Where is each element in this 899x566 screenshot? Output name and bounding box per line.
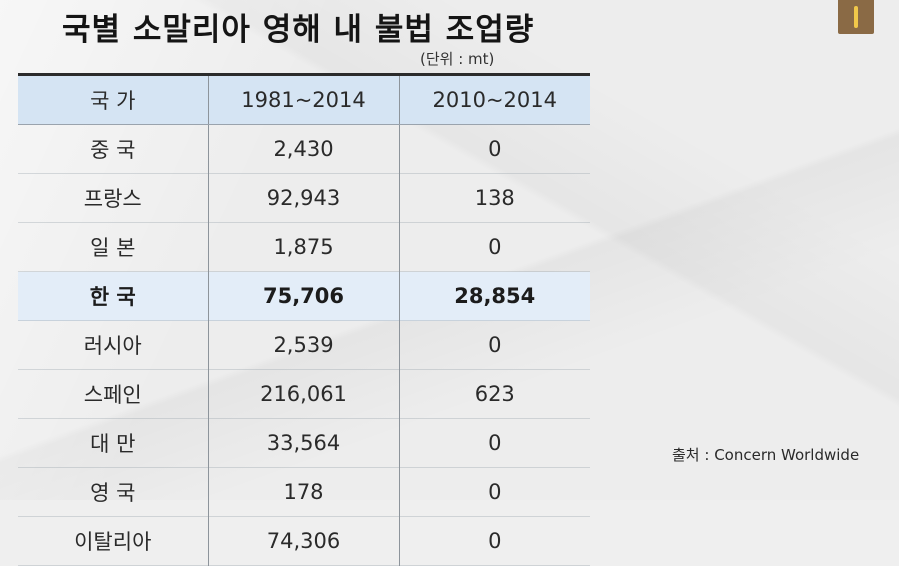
page-title: 국별 소말리아 영해 내 불법 조업량: [62, 12, 535, 48]
header-period-2010-2014: 2010~2014: [398, 76, 590, 125]
country-cell: 러시아: [83, 334, 142, 358]
header-country: 국 가: [18, 76, 208, 125]
value-2010-2014-cell: 0: [398, 222, 590, 272]
value-2010-2014-cell: 0: [398, 516, 590, 566]
header-period-1981-2014: 1981~2014: [207, 76, 399, 125]
table-row: 영 국 178 0: [18, 467, 590, 517]
fishing-data-table: 국 가 1981~2014 2010~2014 중 국 2,430 0 프랑스 92,9…: [18, 76, 590, 566]
value-1981-2014-cell: 92,943: [207, 173, 399, 223]
table-row: 대 만 33,564 0: [18, 418, 590, 468]
country-cell: 일 본: [90, 236, 136, 260]
value-2010-2014-cell: 623: [398, 369, 590, 419]
table-row: 스페인 216,061 623: [18, 369, 590, 419]
bookmark-icon: [838, 0, 874, 34]
country-cell: 대 만: [90, 432, 136, 456]
country-cell: 이탈리아: [74, 530, 152, 554]
table-header-row: 국 가 1981~2014 2010~2014: [18, 76, 590, 125]
value-1981-2014-cell: 33,564: [207, 418, 399, 468]
table-row: 일 본 1,875 0: [18, 222, 590, 272]
table-row: 중 국 2,430 0: [18, 124, 590, 174]
source-credit: 출처 : Concern Worldwide: [672, 446, 860, 464]
table-row: 이탈리아 74,306 0: [18, 516, 590, 566]
country-cell: 중 국: [90, 138, 136, 162]
table-row: 러시아 2,539 0: [18, 320, 590, 370]
value-1981-2014-cell: 178: [207, 467, 399, 517]
value-2010-2014-cell: 0: [398, 124, 590, 174]
table-top-rule: [18, 73, 590, 76]
value-2010-2014-cell: 0: [398, 418, 590, 468]
table-row: 프랑스 92,943 138: [18, 173, 590, 223]
country-cell: 한 국: [18, 271, 208, 321]
value-1981-2014-cell: 75,706: [207, 271, 399, 321]
value-1981-2014-cell: 2,430: [207, 124, 399, 174]
value-2010-2014-cell: 0: [398, 320, 590, 370]
value-1981-2014-cell: 2,539: [207, 320, 399, 370]
country-cell: 프랑스: [83, 187, 142, 211]
value-1981-2014-cell: 1,875: [207, 222, 399, 272]
data-table-container: 국 가 1981~2014 2010~2014 중 국 2,430 0 프랑스 92,9…: [18, 73, 590, 566]
value-1981-2014-cell: 74,306: [207, 516, 399, 566]
country-cell: 영 국: [90, 481, 136, 505]
value-1981-2014-cell: 216,061: [207, 369, 399, 419]
table-row: 한 국 75,706 28,854: [18, 271, 590, 321]
value-2010-2014-cell: 138: [398, 173, 590, 223]
country-cell: 스페인: [83, 383, 142, 407]
value-2010-2014-cell: 0: [398, 467, 590, 517]
value-2010-2014-cell: 28,854: [398, 271, 590, 321]
unit-label: (단위 : mt): [420, 50, 495, 68]
